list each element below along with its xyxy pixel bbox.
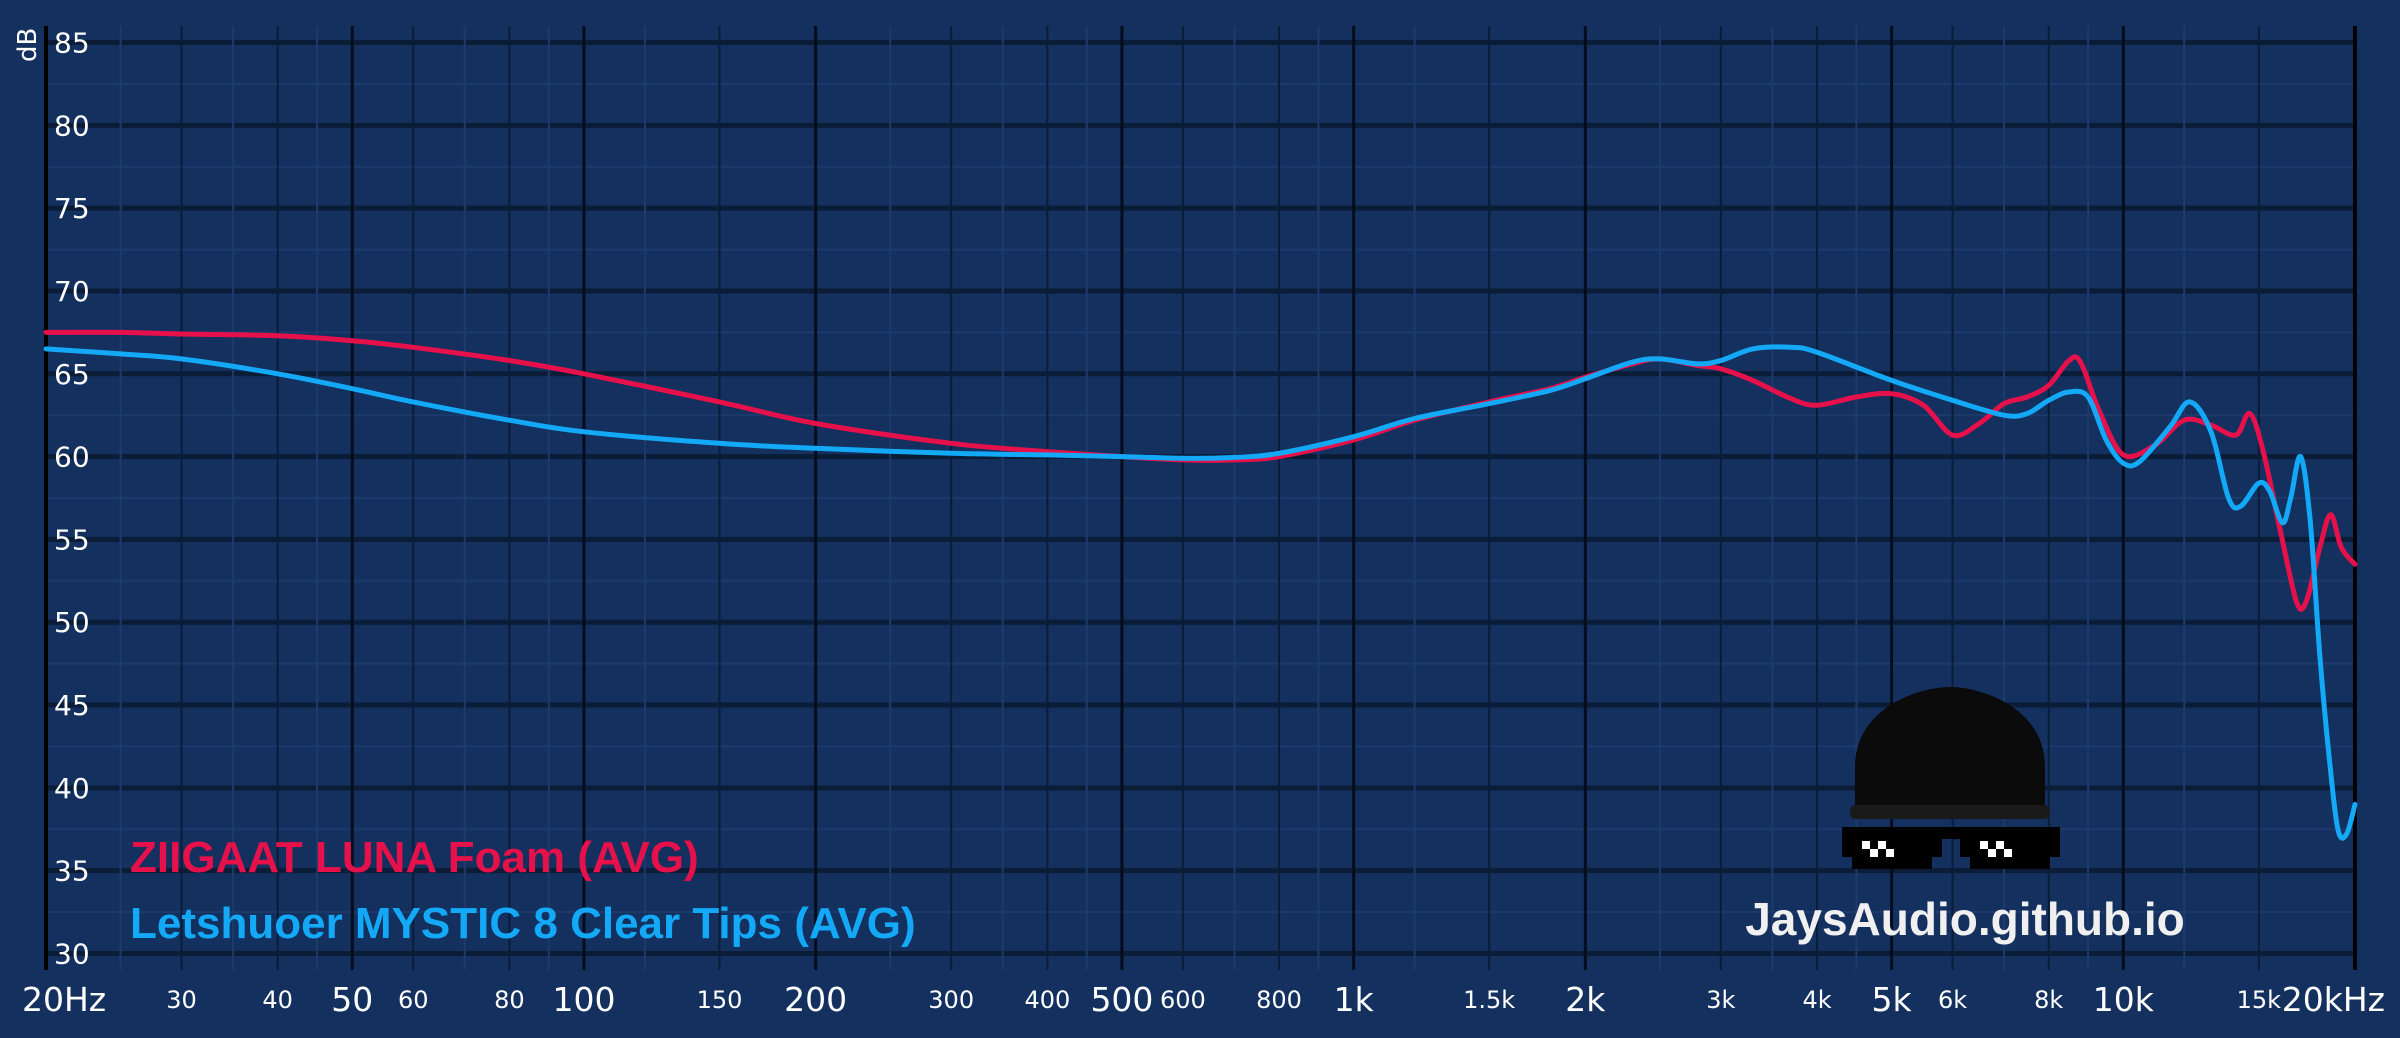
- x-tick-label: 10k: [2093, 980, 2155, 1019]
- y-tick-label: 30: [54, 937, 90, 970]
- y-tick-labels: 30 35 40 45 50 55 60 65 70 75 80 85: [54, 27, 90, 971]
- x-tick-label: 20kHz: [2282, 980, 2385, 1019]
- x-tick-labels: 20Hz 30 40 50 60 80 100 150 200 300 400 500 600 800 1k…: [22, 980, 2385, 1019]
- x-tick-label: 40: [262, 986, 293, 1014]
- y-axis-label: dB: [13, 28, 43, 62]
- series-lines: [43, 329, 2358, 841]
- x-tick-label: 600: [1160, 986, 1206, 1014]
- x-tick-label: 150: [697, 986, 743, 1014]
- y-tick-label: 35: [54, 855, 90, 888]
- x-tick-label: 400: [1024, 986, 1070, 1014]
- x-tick-label: 800: [1256, 986, 1302, 1014]
- y-tick-label: 85: [54, 27, 90, 60]
- y-tick-label: 55: [54, 523, 90, 556]
- y-tick-label: 45: [54, 689, 90, 722]
- series-line-1: [43, 329, 2358, 612]
- y-tick-label: 50: [54, 606, 90, 639]
- x-tick-label: 5k: [1872, 980, 1913, 1019]
- x-tick-label: 15k: [2237, 986, 2282, 1014]
- x-tick-label: 1k: [1334, 980, 1375, 1019]
- x-tick-label: 500: [1090, 980, 1153, 1019]
- y-tick-label: 80: [54, 109, 90, 142]
- x-tick-label: 300: [928, 986, 974, 1014]
- x-tick-label: 50: [331, 980, 373, 1019]
- cap-brim: [1850, 805, 2050, 819]
- legend-series-1: ZIIGAAT LUNA Foam (AVG): [130, 833, 699, 882]
- x-tick-label: 4k: [1802, 986, 1831, 1014]
- watermark-text: JaysAudio.github.io: [1745, 893, 2185, 945]
- pixel-sunglasses-icon: [1842, 827, 2060, 869]
- mascot-logo: [1842, 687, 2060, 869]
- y-tick-label: 65: [54, 358, 90, 391]
- legend-series-2: Letshuoer MYSTIC 8 Clear Tips (AVG): [130, 899, 916, 948]
- y-tick-label: 75: [54, 192, 90, 225]
- x-tick-label: 200: [784, 980, 847, 1019]
- x-tick-label: 8k: [2034, 986, 2063, 1014]
- x-tick-label: 60: [398, 986, 429, 1014]
- x-tick-label: 6k: [1938, 986, 1967, 1014]
- y-tick-label: 40: [54, 772, 90, 805]
- x-tick-label: 30: [166, 986, 197, 1014]
- series-line-2: [43, 344, 2358, 841]
- x-tick-label: 80: [494, 986, 525, 1014]
- x-tick-label: 100: [552, 980, 615, 1019]
- x-tick-label: 20Hz: [22, 980, 106, 1019]
- y-tick-label: 70: [54, 275, 90, 308]
- x-tick-label: 2k: [1565, 980, 1606, 1019]
- cap-icon: [1855, 687, 2045, 812]
- x-tick-label: 1.5k: [1463, 986, 1515, 1014]
- y-tick-label: 60: [54, 441, 90, 474]
- x-tick-label: 3k: [1706, 986, 1735, 1014]
